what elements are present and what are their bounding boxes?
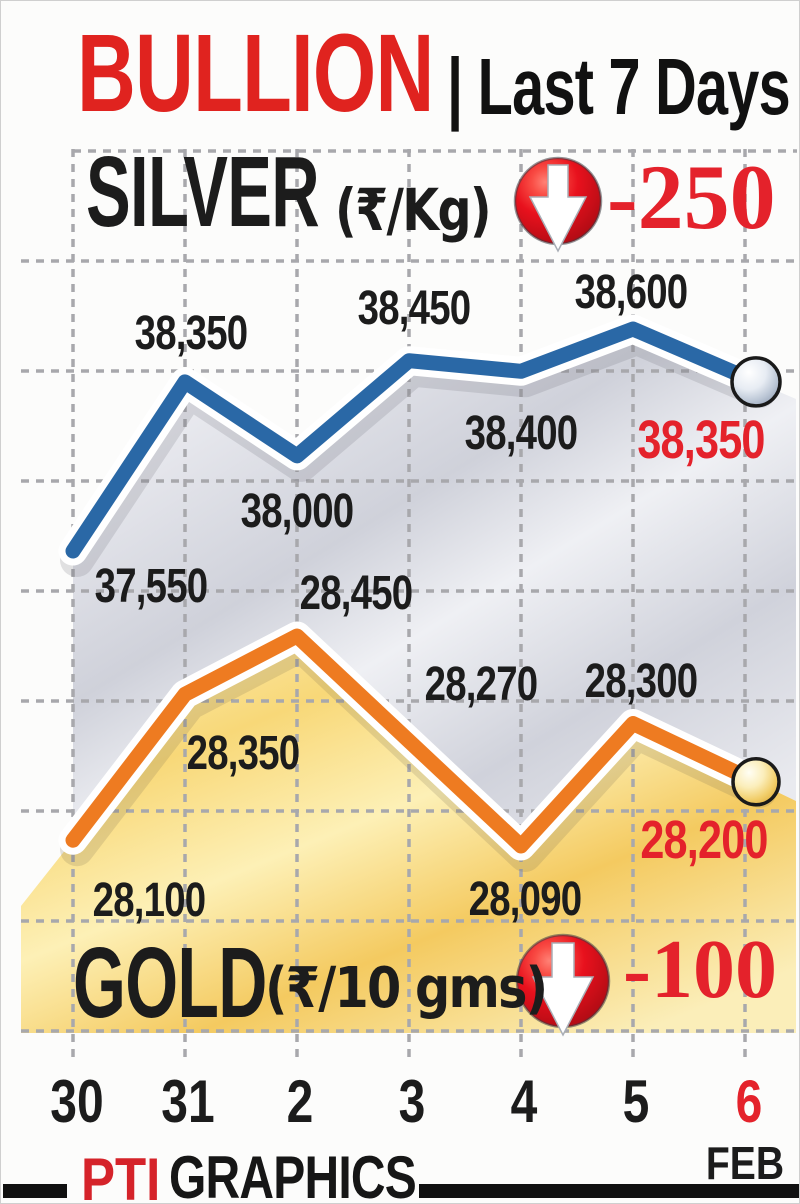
silver-area-fill bbox=[73, 329, 796, 846]
silver-label: SILVER bbox=[86, 136, 320, 248]
pti-logo: PTI bbox=[81, 1146, 161, 1204]
footer-rule-left bbox=[3, 1184, 67, 1198]
grid-lines bbox=[21, 149, 797, 1063]
x-axis-tick: 5 bbox=[622, 1068, 650, 1135]
gold-point-label: 28,100 bbox=[92, 874, 206, 927]
gold-down-arrow-icon bbox=[515, 933, 611, 1037]
silver-point-label: 37,550 bbox=[94, 560, 208, 613]
silver-point-label: 38,350 bbox=[134, 307, 248, 360]
x-axis-tick: 4 bbox=[510, 1068, 538, 1135]
silver-point-label: 38,600 bbox=[574, 266, 688, 319]
gold-endpoint-marker bbox=[731, 757, 781, 807]
silver-unit-label: (₹/Kg) bbox=[335, 176, 492, 244]
silver-endpoint-marker bbox=[730, 356, 782, 408]
x-axis-tick: 3 bbox=[398, 1068, 426, 1135]
x-axis-tick: 30 bbox=[50, 1068, 104, 1135]
footer-rule-right bbox=[419, 1184, 799, 1198]
silver-latest-value: 38,350 bbox=[637, 410, 765, 470]
gold-latest-value: 28,200 bbox=[640, 810, 768, 870]
gold-point-label: 28,350 bbox=[186, 727, 300, 780]
page-title-subtitle: | Last 7 Days bbox=[447, 42, 791, 131]
page-title-brand: BULLION bbox=[77, 12, 434, 135]
silver-change-value: -250 bbox=[607, 146, 776, 248]
silver-down-arrow-icon bbox=[513, 156, 603, 253]
x-axis-tick-current: 6 bbox=[735, 1068, 763, 1135]
gold-point-label: 28,300 bbox=[584, 655, 698, 708]
silver-point-label: 38,000 bbox=[240, 485, 354, 538]
silver-point-label: 38,400 bbox=[464, 407, 578, 460]
silver-point-label: 38,450 bbox=[357, 282, 471, 335]
footer-graphics-label: GRAPHICS bbox=[169, 1144, 417, 1204]
gold-point-label: 28,270 bbox=[424, 658, 538, 711]
gold-point-label: 28,090 bbox=[468, 873, 582, 926]
x-axis-tick: 2 bbox=[286, 1068, 314, 1135]
gold-unit-label: (₹/10 gms) bbox=[265, 956, 548, 1021]
gold-label: GOLD bbox=[73, 927, 267, 1039]
gold-area-fill bbox=[21, 636, 796, 1033]
gold-change-value: -100 bbox=[623, 923, 777, 1016]
silver-line bbox=[65, 321, 764, 559]
x-axis-month-label: FEB bbox=[705, 1137, 785, 1189]
gold-line bbox=[65, 628, 764, 854]
x-axis-tick: 31 bbox=[161, 1068, 215, 1135]
gold-point-label: 28,450 bbox=[299, 567, 413, 620]
